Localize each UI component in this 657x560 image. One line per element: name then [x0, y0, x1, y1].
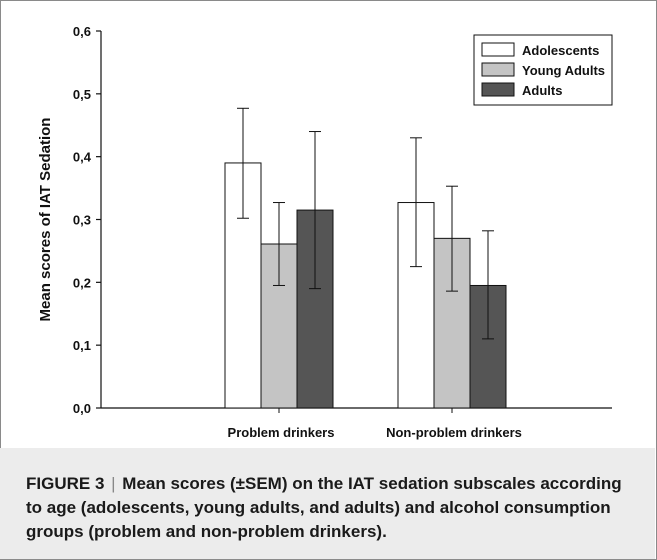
y-tick-label: 0,1: [73, 338, 91, 353]
legend-swatch: [481, 82, 515, 97]
x-category-label: Non-problem drinkers: [386, 425, 522, 440]
x-category-label: Problem drinkers: [228, 425, 335, 440]
y-tick-label: 0,2: [73, 275, 91, 290]
y-tick-label: 0,0: [73, 401, 91, 416]
caption-text: Mean scores (±SEM) on the IAT sedation s…: [26, 474, 622, 541]
bar-chart: 0,0 0,1 0,2 0,3 0,4 0,5 0,6 Mean scores of IAT …: [37, 24, 613, 440]
y-tick-label: 0,6: [73, 24, 91, 39]
figure-caption: FIGURE 3 | Mean scores (±SEM) on the IAT…: [26, 472, 636, 544]
y-axis-label: Mean scores of IAT Sedation: [37, 118, 54, 322]
y-tick-label: 0,4: [73, 150, 92, 165]
legend-label: Young Adults: [522, 63, 605, 78]
chart: 0,0 0,1 0,2 0,3 0,4 0,5 0,6 Mean scores of IAT …: [37, 24, 613, 440]
legend-label: Adolescents: [522, 43, 599, 58]
legend-swatch: [481, 42, 515, 57]
caption-area: FIGURE 3 | Mean scores (±SEM) on the IAT…: [0, 448, 655, 559]
figure-separator: |: [111, 474, 116, 493]
figure-label: FIGURE 3: [26, 474, 105, 493]
legend-swatch: [481, 62, 515, 77]
y-tick-label: 0,5: [73, 87, 91, 102]
legend-label: Adults: [522, 83, 562, 98]
y-tick-label: 0,3: [73, 213, 91, 228]
